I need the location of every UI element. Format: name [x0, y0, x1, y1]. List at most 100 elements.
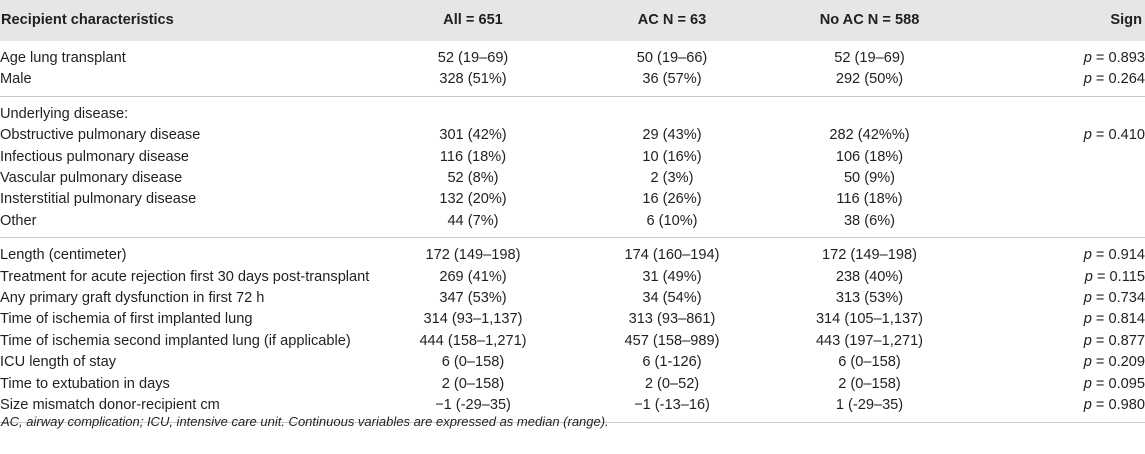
p-value: p = 0.115 — [968, 267, 1145, 288]
value-no-ac: 106 (18%) — [835, 148, 904, 165]
p-value-number: = 0.115 — [1092, 268, 1145, 285]
row-label: Infectious pulmonary disease — [0, 148, 190, 165]
table-row: Any primary graft dysfunction in first 7… — [0, 288, 1145, 309]
value-ac: −1 (-13–16) — [634, 397, 710, 414]
value-no-ac: 1 (-29–35) — [835, 397, 904, 414]
value-all: 269 (41%) — [439, 268, 507, 285]
table-row: Treatment for acute rejection first 30 d… — [0, 267, 1145, 288]
row-label: Size mismatch donor-recipient cm — [0, 397, 220, 414]
value-no-ac: 313 (53%) — [835, 290, 904, 307]
p-value — [968, 211, 1145, 238]
row-label: Other — [0, 212, 37, 229]
value-no-ac: 38 (6%) — [843, 212, 896, 229]
row-label: Treatment for acute rejection first 30 d… — [0, 268, 370, 285]
value-all: 44 (7%) — [447, 212, 499, 229]
value-all: 52 (8%) — [447, 170, 499, 187]
header-row: Recipient characteristics All = 651 AC N… — [0, 0, 1145, 41]
row-label: Obstructive pulmonary disease — [0, 127, 201, 144]
p-value: p = 0.095 — [968, 374, 1145, 395]
p-value: p = 0.877 — [968, 331, 1145, 352]
row-label: Male — [0, 71, 32, 88]
value-ac: 31 (49%) — [642, 268, 702, 285]
value-no-ac: 282 (42%%) — [829, 127, 910, 144]
table-row: Obstructive pulmonary disease 301 (42%) 29… — [0, 125, 1145, 146]
value-ac: 29 (43%) — [642, 127, 702, 144]
value-no-ac: 2 (0–158) — [838, 375, 901, 392]
results-table: Recipient characteristics All = 651 AC N… — [0, 0, 1145, 422]
value-no-ac: 116 (18%) — [836, 191, 903, 208]
p-symbol: p — [1083, 354, 1092, 371]
header-recipient-characteristics: Recipient characteristics — [1, 11, 174, 28]
value-all: −1 (-29–35) — [435, 397, 511, 414]
p-symbol: p — [1083, 397, 1092, 414]
p-symbol: p — [1083, 311, 1092, 328]
p-symbol: p — [1083, 127, 1092, 144]
value-all: 6 (0–158) — [441, 354, 505, 371]
row-label: Length (centimeter) — [0, 247, 127, 264]
table-row: Size mismatch donor-recipient cm −1 (-29–… — [0, 395, 1145, 422]
value-ac: 313 (93–861) — [628, 311, 716, 328]
p-symbol: p — [1083, 50, 1092, 66]
table-row: Underlying disease: — [0, 96, 1145, 125]
p-symbol: p — [1083, 247, 1092, 264]
table-row: Male 328 (51%) 36 (57%) 292 (50%) p = 0.264 — [0, 69, 1145, 97]
p-value-number: = 0.264 — [1091, 71, 1145, 88]
value-all: 347 (53%) — [439, 290, 507, 307]
table-header: Recipient characteristics All = 651 AC N… — [0, 0, 1145, 41]
value-no-ac: 50 (9%) — [843, 170, 896, 187]
value-ac: 6 (1-126) — [642, 354, 702, 371]
value-all: 328 (51%) — [439, 71, 507, 88]
row-label: Vascular pulmonary disease — [0, 170, 183, 187]
p-value-number: = 0.980 — [1091, 397, 1145, 414]
value-no-ac: 314 (105–1,137) — [815, 311, 924, 328]
table-row: Time of ischemia second implanted lung (… — [0, 331, 1145, 352]
p-value: p = 0.814 — [968, 309, 1145, 330]
p-value: p = 0.410 — [968, 125, 1145, 146]
row-label: Insterstitial pulmonary disease — [0, 191, 197, 208]
p-symbol: p — [1083, 375, 1092, 392]
value-ac — [573, 96, 771, 125]
value-all: 116 (18%) — [439, 148, 507, 165]
value-no-ac: 6 (0–158) — [838, 354, 901, 371]
value-ac: 50 (19–66) — [636, 50, 708, 66]
value-no-ac: 443 (197–1,271) — [815, 332, 924, 349]
header-all: All = 651 — [443, 11, 503, 28]
header-sign: Sign — [1110, 11, 1142, 28]
row-label: Age lung transplant — [0, 50, 126, 66]
value-all: 444 (158–1,271) — [419, 332, 527, 349]
value-all: 314 (93–1,137) — [423, 311, 523, 328]
p-value-number: = 0.410 — [1091, 127, 1145, 144]
value-all: 52 (19–69) — [437, 50, 509, 66]
value-ac: 36 (57%) — [642, 71, 702, 88]
value-all — [373, 96, 573, 125]
row-label: Any primary graft dysfunction in first 7… — [0, 290, 265, 307]
p-value-number: = 0.914 — [1091, 247, 1145, 264]
value-all: 2 (0–158) — [441, 375, 505, 392]
value-ac: 16 (26%) — [642, 191, 702, 208]
header-no-ac: No AC N = 588 — [819, 11, 920, 28]
value-no-ac: 238 (40%) — [835, 268, 904, 285]
value-ac: 2 (0–52) — [644, 375, 700, 392]
value-no-ac: 292 (50%) — [835, 71, 904, 88]
p-value — [968, 96, 1145, 125]
value-all: 172 (149–198) — [425, 247, 521, 264]
table-row: Insterstitial pulmonary disease 132 (20%)… — [0, 189, 1145, 210]
p-value-number: = 0.877 — [1091, 332, 1145, 349]
p-value — [968, 189, 1145, 210]
p-symbol: p — [1083, 332, 1092, 349]
p-value: p = 0.264 — [968, 69, 1145, 96]
row-label: Time of ischemia of first implanted lung — [0, 311, 253, 328]
table-row: Infectious pulmonary disease 116 (18%) 10 … — [0, 147, 1145, 168]
table-row: Other 44 (7%) 6 (10%) 38 (6%) — [0, 211, 1145, 238]
table-row: Age lung transplant 52 (19–69) 50 (19–66) 5… — [0, 41, 1145, 69]
p-value: p = 0.980 — [968, 395, 1145, 422]
p-symbol: p — [1083, 290, 1092, 307]
table-footnote: AC, airway complication; ICU, intensive … — [1, 414, 609, 429]
table-body: Age lung transplant 52 (19–69) 50 (19–66) 5… — [0, 41, 1145, 422]
p-value — [968, 168, 1145, 189]
p-symbol: p — [1083, 71, 1092, 88]
value-ac: 457 (158–989) — [624, 332, 720, 349]
row-label: ICU length of stay — [0, 354, 116, 371]
table-row: Time of ischemia of first implanted lung… — [0, 309, 1145, 330]
